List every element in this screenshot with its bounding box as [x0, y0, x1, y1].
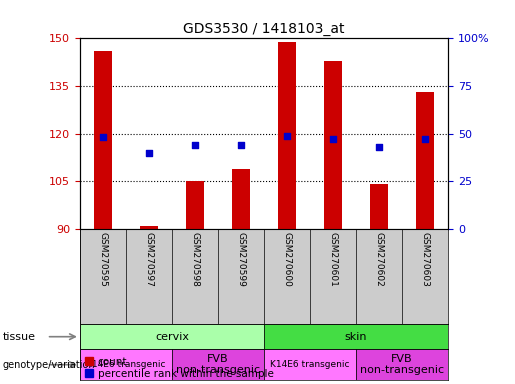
Text: GSM270601: GSM270601 [329, 232, 337, 287]
Point [283, 132, 291, 139]
Bar [264, 349, 356, 380]
Point [421, 136, 429, 142]
Text: GSM270602: GSM270602 [374, 232, 384, 286]
Text: FVB
non-transgenic: FVB non-transgenic [360, 354, 444, 376]
Bar [356, 349, 448, 380]
Bar [186, 181, 204, 229]
Text: K14E6 transgenic: K14E6 transgenic [270, 360, 350, 369]
Bar [172, 349, 264, 380]
Text: GSM270603: GSM270603 [421, 232, 430, 287]
Bar [94, 51, 112, 229]
Bar [416, 93, 434, 229]
Point [329, 136, 337, 142]
Text: GSM270600: GSM270600 [282, 232, 291, 287]
Text: GSM270599: GSM270599 [236, 232, 246, 287]
Text: genotype/variation: genotype/variation [3, 360, 95, 370]
Text: GSM270595: GSM270595 [98, 232, 107, 287]
Text: GSM270598: GSM270598 [191, 232, 199, 287]
Bar [264, 324, 448, 349]
Point [375, 144, 383, 150]
Text: tissue: tissue [3, 332, 36, 342]
Text: FVB
non-transgenic: FVB non-transgenic [176, 354, 260, 376]
Bar [140, 226, 158, 229]
Point [191, 142, 199, 148]
Title: GDS3530 / 1418103_at: GDS3530 / 1418103_at [183, 22, 345, 36]
Bar [232, 169, 250, 229]
Text: GSM270597: GSM270597 [144, 232, 153, 287]
Bar [80, 349, 172, 380]
Text: K14E6 transgenic: K14E6 transgenic [86, 360, 166, 369]
Bar [324, 61, 342, 229]
Bar [80, 324, 264, 349]
Point [237, 142, 245, 148]
Point [145, 150, 153, 156]
Legend: count, percentile rank within the sample: count, percentile rank within the sample [85, 357, 273, 379]
Text: cervix: cervix [155, 332, 189, 342]
Bar [278, 41, 296, 229]
Bar [370, 184, 388, 229]
Text: skin: skin [345, 332, 367, 342]
Point [99, 134, 107, 141]
